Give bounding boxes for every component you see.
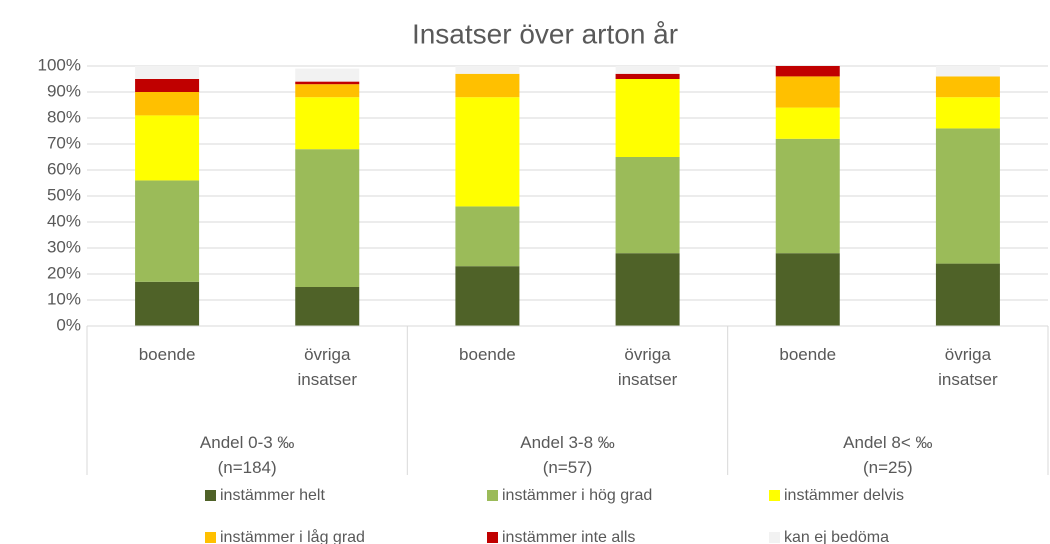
- legend-swatch: [487, 532, 498, 543]
- bar-segment: [775, 253, 840, 326]
- bar-segment: [775, 76, 840, 108]
- bar-segment: [935, 128, 1000, 264]
- y-tick-label: 100%: [38, 55, 81, 74]
- legend-swatch: [205, 532, 216, 543]
- bar-segment: [295, 84, 360, 98]
- group-label: Andel 0-3 ‰ (n=184): [199, 433, 295, 477]
- bar-segment: [615, 79, 680, 157]
- bar-segment: [455, 66, 520, 74]
- chart-title: Insatser över arton år: [412, 18, 678, 49]
- bar-segment: [295, 68, 360, 82]
- bar-segment: [295, 97, 360, 150]
- x-tick-label: boende: [779, 345, 837, 364]
- bar-segment: [775, 138, 840, 254]
- y-tick-label: 50%: [47, 185, 81, 204]
- x-tick-label: boende: [138, 345, 196, 364]
- bar-segment: [455, 266, 520, 326]
- x-tick-label: övriga insatser: [297, 345, 358, 389]
- bar-segment: [775, 107, 840, 139]
- legend-label: instämmer delvis: [784, 487, 904, 504]
- y-tick-label: 60%: [47, 159, 81, 178]
- legend-swatch: [487, 490, 498, 501]
- bar-segment: [455, 206, 520, 267]
- legend-swatch: [205, 490, 216, 501]
- bar-segment: [935, 263, 1000, 326]
- group-label: Andel 8< ‰ (n=25): [843, 433, 933, 477]
- legend-swatch: [769, 532, 780, 543]
- x-tick-label: övriga insatser: [938, 345, 998, 389]
- legend-label: instämmer i låg grad: [220, 528, 365, 544]
- bar-segment: [935, 66, 1000, 77]
- y-tick-label: 40%: [47, 211, 81, 230]
- legend-label: instämmer helt: [220, 487, 325, 504]
- bar-segment: [615, 73, 680, 79]
- y-tick-label: 20%: [47, 263, 81, 282]
- legend-label: kan ej bedöma: [784, 529, 889, 544]
- y-tick-label: 30%: [47, 237, 81, 256]
- bar-segment: [295, 81, 360, 85]
- bar-segment: [615, 253, 680, 326]
- legend-label: instämmer inte alls: [502, 529, 635, 544]
- bar-segment: [935, 97, 1000, 129]
- bar-segment: [455, 73, 520, 98]
- bar-segment: [295, 149, 360, 287]
- bar-segment: [135, 115, 200, 181]
- y-tick-label: 0%: [56, 315, 81, 334]
- y-tick-label: 10%: [47, 289, 81, 308]
- x-tick-label: övriga insatser: [617, 345, 678, 389]
- bar-segment: [135, 66, 200, 79]
- bar-segment: [135, 79, 200, 92]
- y-tick-label: 70%: [47, 133, 81, 152]
- bar-segment: [935, 76, 1000, 98]
- legend-swatch: [769, 490, 780, 501]
- x-tick-label: boende: [459, 345, 516, 364]
- group-label: Andel 3-8 ‰ (n=57): [520, 433, 615, 477]
- bar-segment: [135, 180, 200, 282]
- bar-segment: [615, 66, 680, 74]
- bar-segment: [615, 157, 680, 254]
- bar-segment: [775, 66, 840, 77]
- legend-label: instämmer i hög grad: [502, 487, 652, 504]
- bar-segment: [295, 287, 360, 326]
- y-tick-label: 80%: [47, 107, 81, 126]
- bar-segment: [455, 97, 520, 207]
- y-tick-label: 90%: [47, 81, 81, 100]
- bar-segment: [135, 92, 200, 116]
- bar-segment: [135, 281, 200, 326]
